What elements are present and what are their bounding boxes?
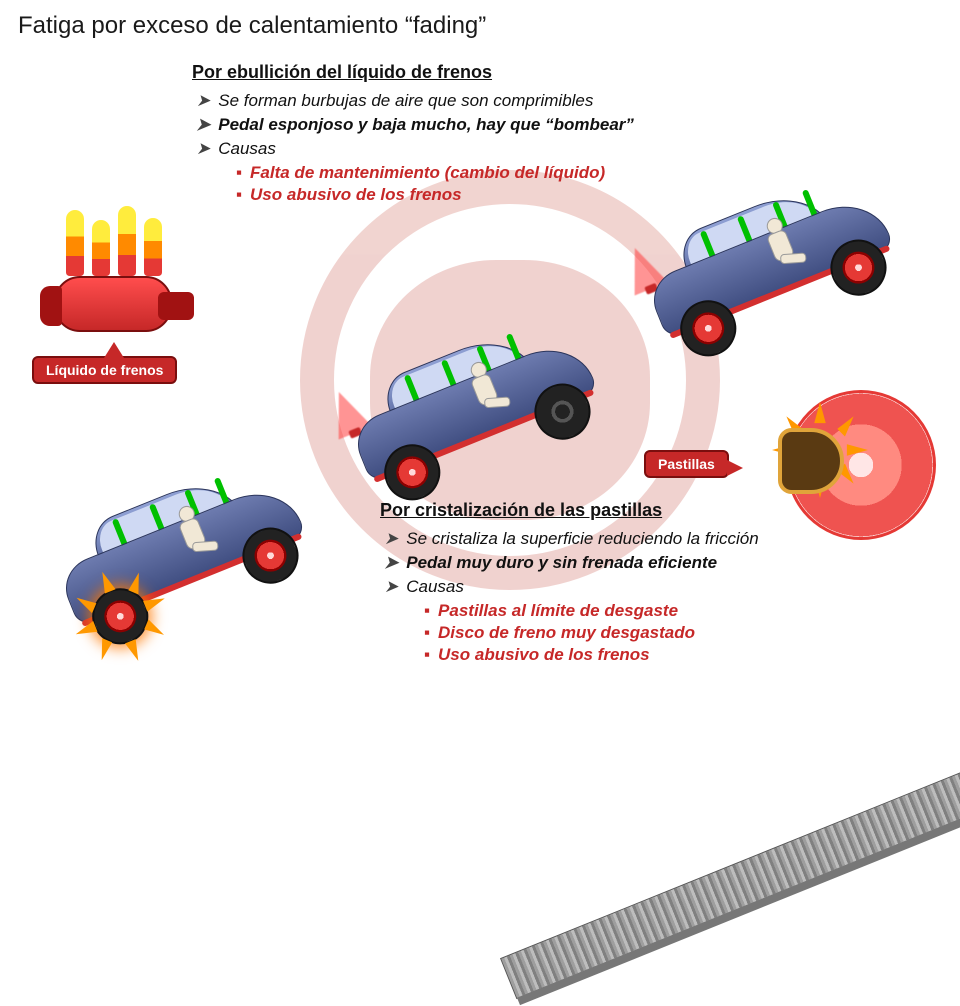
- sub-bullet: ▪Disco de freno muy desgastado: [424, 623, 940, 643]
- flame-icon: [144, 218, 162, 276]
- car-bottom: [32, 435, 335, 666]
- bullet: ➤Se forman burbujas de aire que son comp…: [196, 91, 832, 111]
- callout-brake-fluid: Líquido de frenos: [32, 356, 177, 384]
- section-heading: Por cristalización de las pastillas: [380, 500, 940, 521]
- sub-bullet: ▪Falta de mantenimiento (cambio del líqu…: [236, 163, 832, 183]
- flame-icon: [92, 220, 110, 276]
- flame-icon: [118, 206, 136, 276]
- bullet-bold: ➤Pedal muy duro y sin frenada eficiente: [384, 553, 940, 573]
- bullet: ➤Causas: [196, 139, 832, 159]
- bullet-bold: ➤Pedal esponjoso y baja mucho, hay que “…: [196, 115, 832, 135]
- section-heading: Por ebullición del líquido de frenos: [192, 62, 832, 83]
- section-fluid-boil: Por ebullición del líquido de frenos ➤Se…: [192, 62, 832, 207]
- bullet: ➤Se cristaliza la superficie reduciendo …: [384, 529, 940, 549]
- infographic-canvas: Fatiga por exceso de calentamiento “fadi…: [0, 0, 960, 720]
- page-title: Fatiga por exceso de calentamiento “fadi…: [18, 12, 486, 40]
- brake-fluid-graphic: Líquido de frenos: [26, 206, 226, 396]
- flame-icon: [66, 210, 84, 276]
- bullet: ➤Causas: [384, 577, 940, 597]
- section-pad-crystal: Por cristalización de las pastillas ➤Se …: [380, 500, 940, 667]
- sub-bullet: ▪Pastillas al límite de desgaste: [424, 601, 940, 621]
- callout-pads: Pastillas: [644, 450, 729, 478]
- sub-bullet: ▪Uso abusivo de los frenos: [424, 645, 940, 665]
- master-cylinder-icon: [54, 276, 172, 332]
- brake-pad-icon: [778, 428, 844, 494]
